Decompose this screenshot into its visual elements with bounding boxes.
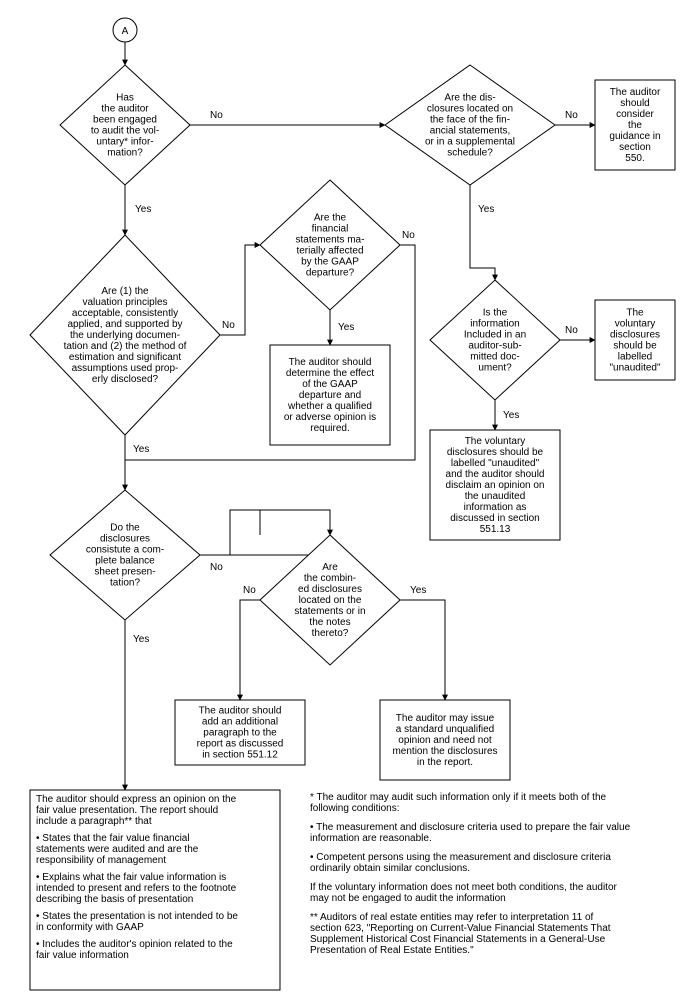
svg-text:No: No (210, 562, 223, 573)
svg-text:No: No (222, 320, 235, 331)
svg-text:Yes: Yes (135, 204, 151, 215)
svg-text:Yes: Yes (133, 634, 149, 645)
svg-text:statements were audited and ar: statements were audited and are the (36, 844, 199, 855)
svg-text:Yes: Yes (133, 444, 149, 455)
svg-text:The voluntarydisclosures shoul: The voluntarydisclosures should belabell… (446, 436, 545, 535)
svg-text:fair value information: fair value information (36, 950, 129, 961)
footnote-line: • The measurement and disclosure criteri… (310, 822, 631, 833)
footnote-line: Presentation of Real Estate Entities." (310, 945, 474, 956)
flowchart-svg: NoNoYesNoYesNoYesYesNoYesNoYesNoYesAHast… (0, 0, 691, 1001)
svg-text:• States the presentation is n: • States the presentation is not intende… (36, 911, 238, 922)
footnote-line: following conditions: (310, 803, 400, 814)
svg-text:• States that the fair value f: • States that the fair value financial (36, 833, 190, 844)
footnote-line: If the voluntary information does not me… (310, 882, 618, 893)
svg-text:intended to present and refers: intended to present and refers to the fo… (36, 883, 237, 894)
svg-text:The auditor shouldadd an addit: The auditor shouldadd an additionalparag… (197, 706, 284, 761)
footnote-line: section 623, "Reporting on Current-Value… (310, 923, 611, 934)
svg-text:Yes: Yes (503, 410, 519, 421)
svg-text:Yes: Yes (338, 322, 354, 333)
svg-text:No: No (210, 110, 223, 121)
footnote-line: • Competent persons using the measuremen… (310, 852, 611, 863)
svg-text:fair value presentation. The r: fair value presentation. The report shou… (36, 805, 218, 816)
svg-text:• Explains what the fair value: • Explains what the fair value informati… (36, 872, 226, 883)
footnote-line: * The auditor may audit such information… (310, 792, 607, 803)
footnote-line: ** Auditors of real estate entities may … (310, 912, 594, 923)
svg-text:describing the basis of presen: describing the basis of presentation (36, 894, 193, 905)
svg-text:Yes: Yes (410, 585, 426, 596)
svg-text:include a paragraph** that: include a paragraph** that (36, 816, 152, 827)
svg-text:No: No (243, 585, 256, 596)
footnote-line: ordinarily obtain similar conclusions. (310, 863, 470, 874)
svg-text:No: No (565, 325, 578, 336)
svg-text:No: No (402, 230, 415, 241)
connector-label: A (122, 26, 129, 37)
svg-text:No: No (565, 110, 578, 121)
svg-text:The auditor should express an: The auditor should express an opinion on… (36, 794, 237, 805)
footnote-line: Supplement Historical Cost Financial Sta… (310, 934, 606, 945)
svg-text:responsibility of management: responsibility of management (36, 855, 166, 866)
footnote-line: information are reasonable. (310, 833, 432, 844)
svg-text:• Includes the auditor's opini: • Includes the auditor's opinion related… (36, 939, 233, 950)
svg-text:Yes: Yes (478, 204, 494, 215)
svg-text:in conformity with GAAP: in conformity with GAAP (36, 922, 144, 933)
footnote-line: may not be engaged to audit the informat… (310, 893, 506, 904)
